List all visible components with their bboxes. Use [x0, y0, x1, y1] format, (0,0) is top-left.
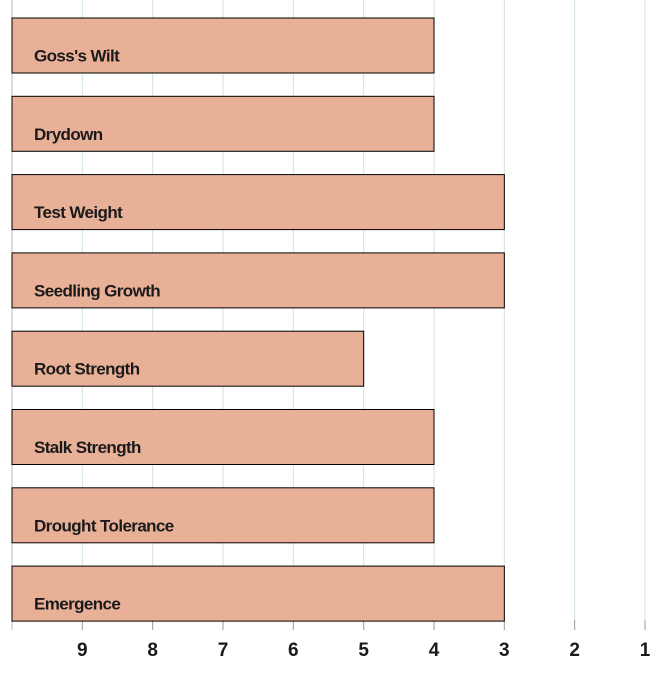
bar [11, 330, 365, 387]
bar [11, 174, 505, 231]
category-label: Goss's Wilt [34, 46, 120, 65]
category-label: Drydown [34, 125, 103, 144]
bar [11, 565, 505, 622]
bar [11, 409, 435, 465]
category-label: Drought Tolerance [34, 516, 174, 535]
x-tick-label: 3 [499, 640, 510, 661]
bar [11, 252, 505, 309]
category-label: Root Strength [34, 360, 140, 379]
bar [11, 17, 435, 74]
x-tick-label: 7 [218, 640, 229, 661]
bar [11, 487, 435, 544]
x-tick-label: 9 [77, 640, 88, 661]
x-tick-label: 5 [358, 640, 369, 661]
x-tick-label: 4 [429, 640, 440, 661]
category-label: Stalk Strength [34, 438, 141, 457]
x-tick-label: 6 [288, 640, 299, 661]
x-tick-label: 8 [147, 640, 158, 661]
category-label: Seedling Growth [34, 281, 160, 300]
x-tick-label: 2 [569, 640, 580, 661]
category-label: Test Weight [34, 203, 123, 222]
x-tick-label: 1 [640, 640, 651, 661]
category-label: Emergence [34, 595, 120, 614]
bar [11, 95, 435, 152]
